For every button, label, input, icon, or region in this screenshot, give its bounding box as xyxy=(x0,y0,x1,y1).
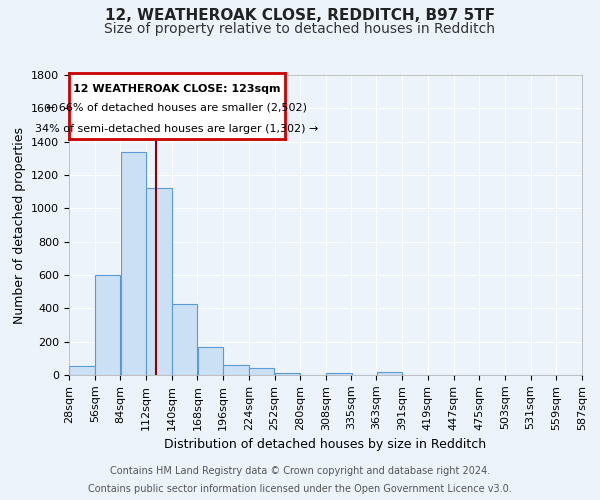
Bar xyxy=(146,188,172,375)
Text: 12 WEATHEROAK CLOSE: 123sqm: 12 WEATHEROAK CLOSE: 123sqm xyxy=(73,84,281,94)
Text: ← 66% of detached houses are smaller (2,502): ← 66% of detached houses are smaller (2,… xyxy=(47,103,308,113)
Bar xyxy=(377,372,402,375)
Text: Size of property relative to detached houses in Redditch: Size of property relative to detached ho… xyxy=(104,22,496,36)
Bar xyxy=(275,372,300,375)
X-axis label: Distribution of detached houses by size in Redditch: Distribution of detached houses by size … xyxy=(164,438,487,451)
Text: 12, WEATHEROAK CLOSE, REDDITCH, B97 5TF: 12, WEATHEROAK CLOSE, REDDITCH, B97 5TF xyxy=(105,8,495,22)
Text: Contains HM Land Registry data © Crown copyright and database right 2024.: Contains HM Land Registry data © Crown c… xyxy=(110,466,490,476)
Y-axis label: Number of detached properties: Number of detached properties xyxy=(13,126,26,324)
Bar xyxy=(69,366,95,375)
Bar xyxy=(249,368,274,375)
Bar xyxy=(172,304,197,375)
Bar xyxy=(121,152,146,375)
Bar xyxy=(223,365,249,375)
Bar xyxy=(326,372,352,375)
Text: 34% of semi-detached houses are larger (1,302) →: 34% of semi-detached houses are larger (… xyxy=(35,124,319,134)
Bar xyxy=(197,346,223,375)
Text: Contains public sector information licensed under the Open Government Licence v3: Contains public sector information licen… xyxy=(88,484,512,494)
Bar xyxy=(95,275,120,375)
